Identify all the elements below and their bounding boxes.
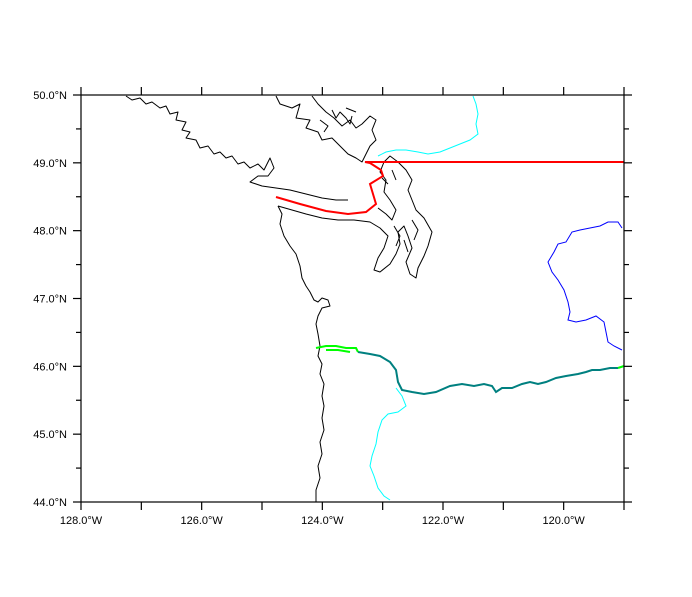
us-canada-boundary-line: [275, 161, 624, 216]
columbia-river-lower: [357, 351, 618, 396]
longitude-labels: 128.0°W 126.0°W 124.0°W 122.0°W 120.0°W: [60, 515, 586, 527]
juan-de-fuca-south-coastline: [277, 155, 433, 279]
longitude-tick-label: 124.0°W: [301, 515, 344, 527]
oregon-coastline: [315, 345, 325, 502]
vancouver-island-coastline: [125, 95, 348, 201]
latitude-tick-label: 47.0°N: [33, 294, 67, 306]
latitude-labels: 50.0°N 49.0°N 48.0°N 47.0°N 46.0°N 45.0°N 44.0…: [33, 90, 67, 509]
longitude-tick-label: 122.0°W: [422, 515, 465, 527]
longitude-tick-label: 126.0°W: [181, 515, 224, 527]
longitude-tick-label: 128.0°W: [60, 515, 103, 527]
columbia-river-estuary: [315, 345, 625, 369]
columbia-river-upper: [547, 221, 623, 351]
puget-sound-islands: [381, 169, 419, 253]
international-boundary: [275, 161, 624, 216]
georgia-strait-coastline: [275, 95, 377, 163]
latitude-tick-label: 50.0°N: [33, 90, 67, 102]
mainland-coastline-north: [319, 107, 357, 133]
latitude-tick-label: 48.0°N: [33, 226, 67, 238]
latitude-tick-label: 49.0°N: [33, 158, 67, 170]
fraser-river: [377, 95, 479, 157]
rivers: [315, 95, 625, 501]
coastline: [125, 95, 433, 502]
olympic-peninsula-coastline: [277, 205, 331, 347]
latitude-tick-label: 45.0°N: [33, 429, 67, 441]
latitude-tick-label: 46.0°N: [33, 361, 67, 373]
latitude-tick-label: 44.0°N: [33, 497, 67, 509]
longitude-tick-label: 120.0°W: [543, 515, 586, 527]
willamette-river: [369, 387, 407, 501]
map-ticks: [73, 87, 632, 510]
